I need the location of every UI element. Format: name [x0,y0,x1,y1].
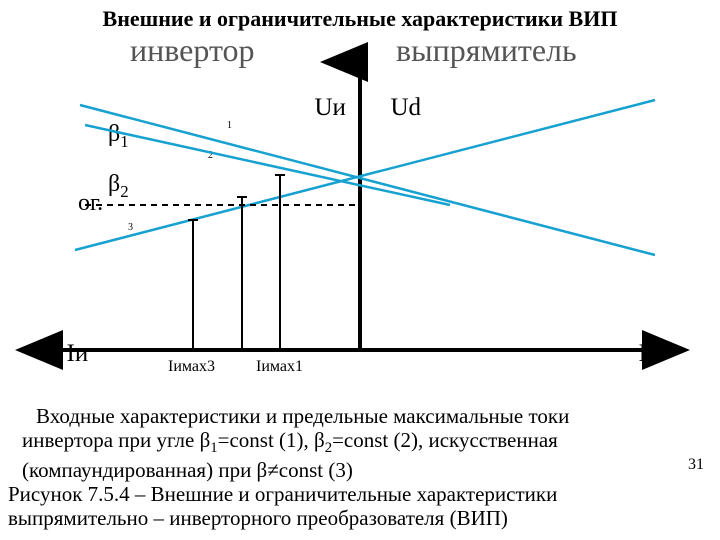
figure-caption: Входные характеристики и предельные макс… [8,404,708,530]
curve-3-short [85,125,450,205]
diagram-svg [0,0,720,410]
curve-2-falling [80,105,655,255]
curve-1-rising [75,100,655,250]
